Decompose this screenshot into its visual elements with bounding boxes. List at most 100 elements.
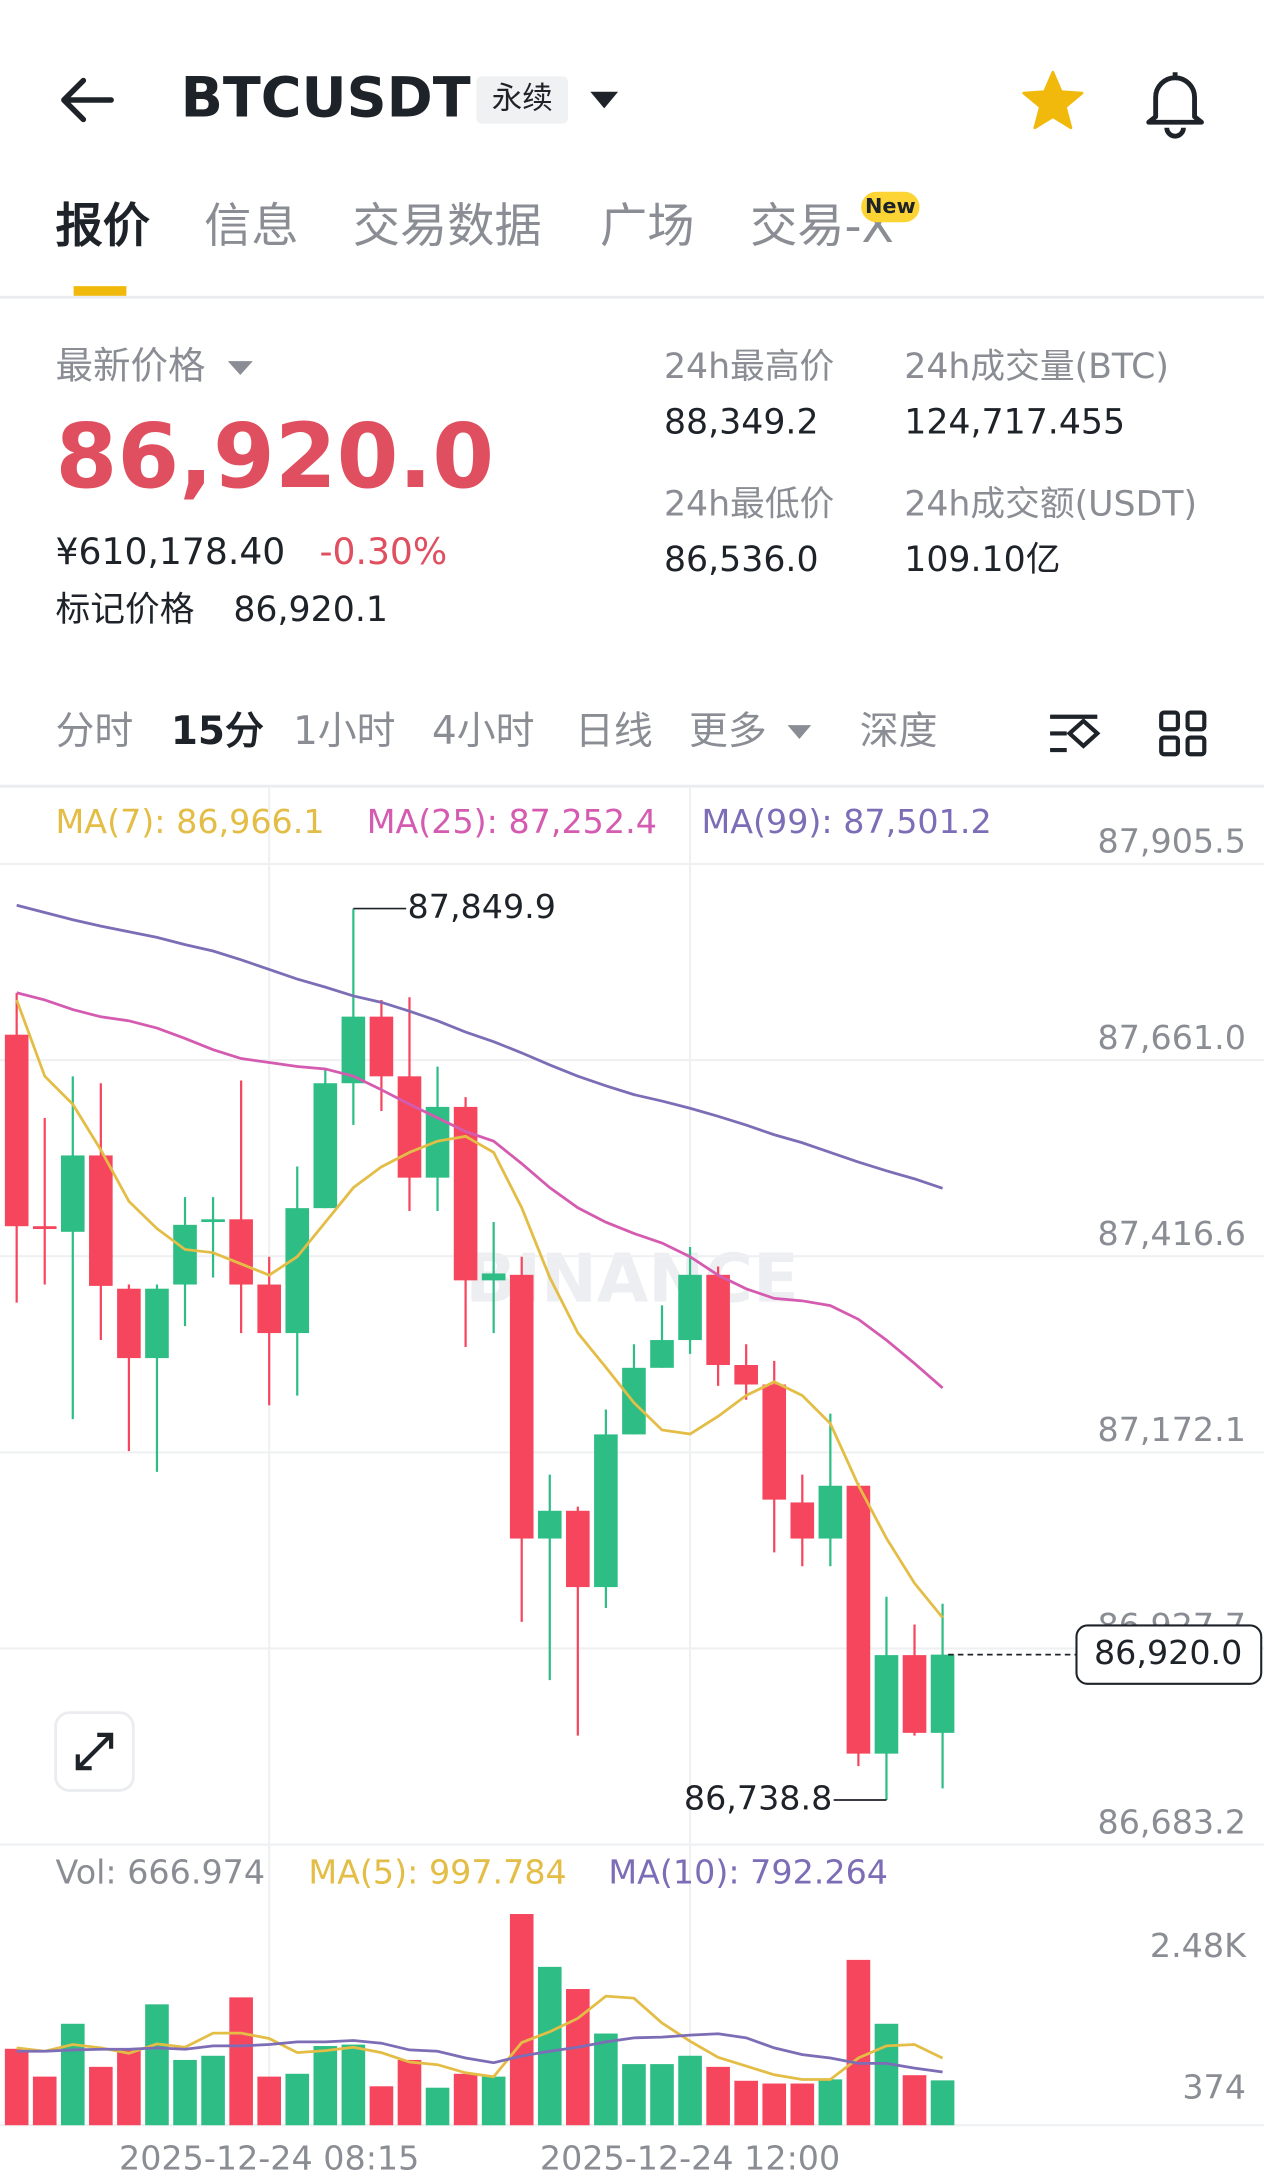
price-label: 最新价格 [56,344,206,388]
candle-body [706,1274,730,1366]
layout-cell [1185,735,1207,757]
candle-body [902,1655,927,1733]
volume-bar [846,1959,871,2126]
volume-bar [566,1989,590,2126]
alert-bell[interactable] [1146,72,1204,139]
volume-ma-line [16,2032,943,2074]
interval[interactable]: 深度 [860,709,938,754]
volume-bar [397,2059,422,2126]
interval[interactable]: 日线 [575,709,653,754]
volume-bar [706,2066,730,2126]
volume-bar [60,2023,85,2126]
candle-body [509,1274,534,1539]
candle-body [201,1219,225,1223]
ma-line [16,991,944,1389]
candle-body [341,1016,366,1084]
stat-label: 24h成交量(BTC) [904,347,1169,387]
candle-body [650,1340,674,1368]
volume-bar [537,1966,562,2126]
candle-body [313,1083,338,1209]
stat-label: 24h最低价 [664,485,834,525]
layout-button[interactable] [1159,710,1207,757]
interval[interactable]: 15分 [171,709,264,754]
change-percent: -0.30% [319,530,447,573]
last-price: 86,920.0 [56,404,495,508]
candle-body [117,1288,141,1359]
settings-lines [1050,714,1098,753]
symbol-dropdown[interactable] [590,91,619,109]
last-price-tag [1075,1624,1263,1685]
volume-bar [762,2083,787,2126]
candle-body [4,1034,29,1227]
volume-bar [425,2087,450,2126]
favorite-star[interactable] [1022,70,1084,130]
candle-body [257,1284,281,1334]
layout-cell [1159,710,1180,732]
volume-bar [622,2064,646,2126]
y-tick-label: 2.48K [1150,1926,1247,1965]
new-badge: New [865,194,916,218]
legend-entry: MA(5): 997.784 [308,1852,566,1891]
volume-bar [313,2046,338,2126]
volume-bar [509,1914,534,2126]
candle-body [32,1226,57,1230]
candle-body [397,1076,422,1178]
interval[interactable]: 更多 [689,709,767,754]
tab[interactable]: 信息 [204,199,298,254]
expand-icon [75,1732,114,1771]
stat-label: 24h最高价 [664,347,834,387]
candle-body [229,1219,253,1285]
candle-body [930,1654,955,1733]
volume-bar [257,2076,281,2126]
legend-entry: Vol: 666.974 [56,1852,266,1891]
tab[interactable]: 交易数据 [353,199,542,254]
interval[interactable]: 4小时 [432,709,534,754]
volume-bar [32,2076,57,2126]
volume-bar [4,2048,29,2126]
y-tick-label: 87,905.5 [1098,822,1246,861]
candle-body [145,1288,169,1359]
contract-badge: 永续 [492,82,553,117]
indicator-settings[interactable] [1050,714,1101,753]
settings-diamond [1066,718,1101,749]
interval[interactable]: 1小时 [293,709,395,754]
last-price-label: 86,920.0 [1094,1633,1242,1672]
candle-body [790,1502,815,1539]
mark-price: 86,920.1 [233,590,388,630]
more-dropdown[interactable] [787,725,812,739]
volume-bar [453,2073,478,2126]
interval[interactable]: 分时 [56,709,134,754]
stat-value: 88,349.2 [664,403,819,443]
ma-line [15,999,944,1619]
tab[interactable]: 报价 [56,199,151,254]
candle-body [89,1155,113,1286]
candle-body [818,1485,843,1539]
candle-body [481,1273,506,1281]
new-badge-bg [861,191,920,223]
volume-bar [481,2076,506,2126]
volume-bar [341,2044,366,2126]
candle-body [369,1016,394,1077]
volume-bar [89,2066,113,2126]
legend-entry: MA(10): 792.264 [608,1852,888,1891]
annotation-label: 87,849.9 [408,887,556,926]
candle-body [678,1274,702,1341]
candle-body [285,1208,310,1334]
candle-body [734,1365,758,1385]
price-dropdown[interactable] [227,361,253,376]
annotation-label: 86,738.8 [684,1779,832,1818]
volume-bar [790,2083,815,2126]
volume-bar [201,2055,225,2126]
legend-entry: MA(7): 86,966.1 [56,802,325,841]
layout-cell [1185,710,1207,732]
symbol[interactable]: BTCUSDT [181,66,471,131]
volume-bar [173,2059,197,2126]
tab[interactable]: 广场 [600,199,694,254]
candle-body [173,1224,197,1285]
cny-price: ¥610,178.40 [56,530,286,573]
back-button[interactable] [61,77,114,123]
volume-bar [594,2033,618,2126]
volume-bar [650,2064,674,2126]
